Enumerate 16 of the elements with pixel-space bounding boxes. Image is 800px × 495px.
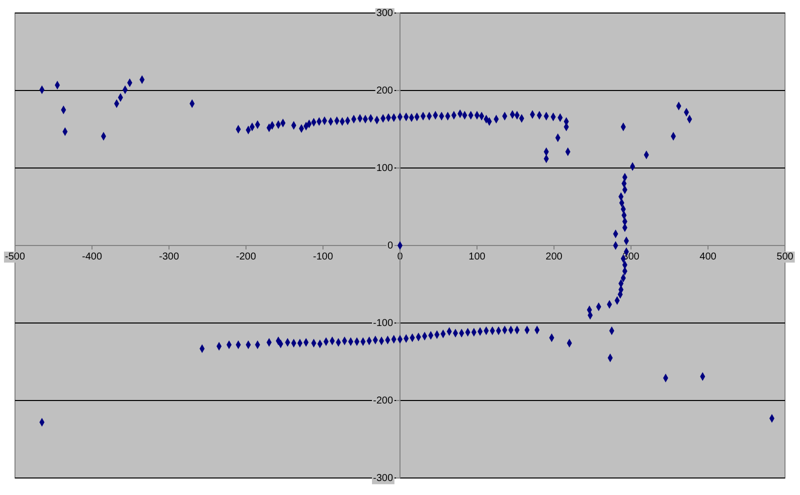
x-tick-label: -100 xyxy=(312,252,334,263)
x-tick-label: -300 xyxy=(158,252,180,263)
x-tick-label: -400 xyxy=(82,252,102,263)
y-tick-label: -300 xyxy=(372,473,394,484)
x-tick-label: -500 xyxy=(4,252,26,263)
x-tick-label: 400 xyxy=(700,252,717,263)
y-tick-label: 200 xyxy=(376,86,394,97)
y-tick-label: 0 xyxy=(387,240,394,252)
x-tick-label: 200 xyxy=(546,252,563,263)
y-tick-label: 100 xyxy=(376,163,394,174)
y-tick-label: -200 xyxy=(372,396,394,407)
x-tick-label: 100 xyxy=(468,252,486,263)
x-tick-label: -200 xyxy=(236,252,256,263)
y-tick-label: -100 xyxy=(372,318,394,330)
x-tick-label: 500 xyxy=(776,252,794,263)
y-tick-label: 300 xyxy=(376,8,394,20)
